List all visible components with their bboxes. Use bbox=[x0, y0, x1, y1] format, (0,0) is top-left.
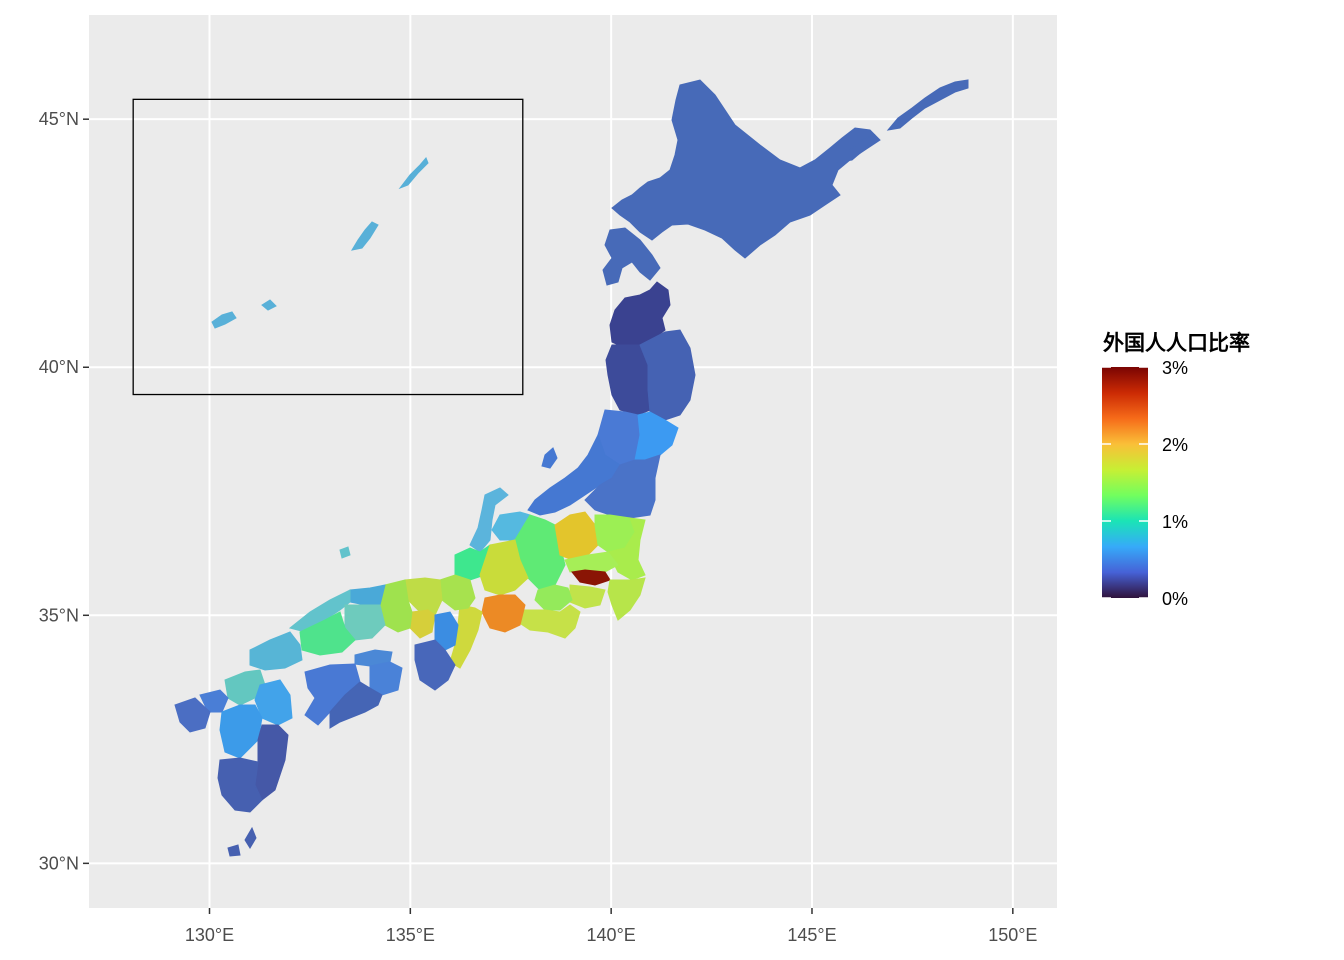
region-fukushima bbox=[584, 454, 661, 519]
region-kanagawa bbox=[569, 584, 606, 609]
region-nagasaki bbox=[174, 697, 211, 733]
region-hokkaido bbox=[611, 79, 881, 259]
x-axis: 130°E 135°E 140°E 145°E 150°E bbox=[185, 908, 1037, 945]
region-hokkaido-kurile2 bbox=[836, 133, 876, 163]
region-wakayama bbox=[414, 639, 456, 691]
prefecture-regions bbox=[174, 79, 969, 857]
legend-label: 1% bbox=[1162, 512, 1188, 532]
region-aichi bbox=[481, 594, 526, 633]
legend-label: 0% bbox=[1162, 589, 1188, 609]
region-kagoshima-yakushima bbox=[227, 844, 241, 857]
region-yamanashi bbox=[534, 584, 573, 611]
legend: 外国人人口比率 0% 1% 2% 3% bbox=[1102, 331, 1250, 609]
region-oita bbox=[254, 679, 293, 726]
x-tick-label: 145°E bbox=[787, 925, 836, 945]
region-miyagi bbox=[634, 411, 679, 461]
region-kochi bbox=[329, 681, 383, 729]
region-aomori bbox=[609, 281, 671, 349]
region-iwate bbox=[639, 329, 696, 421]
region-kagoshima bbox=[217, 757, 263, 813]
plot-panel bbox=[89, 15, 1057, 908]
region-okinawa-yaeyama bbox=[211, 311, 237, 329]
region-shizuoka bbox=[517, 604, 581, 639]
y-tick-label: 45°N bbox=[39, 109, 79, 129]
region-ishikawa bbox=[469, 487, 509, 553]
region-shimane-oki bbox=[339, 546, 351, 559]
region-yamaguchi bbox=[249, 631, 303, 671]
region-okinawa-main bbox=[350, 221, 379, 251]
region-hokkaido-south bbox=[602, 227, 661, 286]
region-tokushima bbox=[369, 661, 403, 696]
region-shiga bbox=[439, 574, 476, 611]
x-tick-label: 135°E bbox=[386, 925, 435, 945]
region-chiba bbox=[607, 577, 646, 621]
legend-label: 3% bbox=[1162, 358, 1188, 378]
region-okinawa-miyako bbox=[261, 299, 277, 311]
legend-title: 外国人人口比率 bbox=[1103, 331, 1250, 355]
region-hokkaido-kurile bbox=[886, 79, 969, 131]
legend-colorbar bbox=[1102, 367, 1148, 598]
region-gifu bbox=[479, 539, 529, 596]
x-tick-label: 150°E bbox=[988, 925, 1037, 945]
x-tick-label: 130°E bbox=[185, 925, 234, 945]
region-niigata-sado bbox=[541, 447, 558, 469]
legend-label: 2% bbox=[1162, 435, 1188, 455]
region-okinawa-north bbox=[398, 157, 429, 190]
y-tick-label: 40°N bbox=[39, 357, 79, 377]
y-tick-label: 30°N bbox=[39, 853, 79, 873]
y-axis: 30°N 35°N 40°N 45°N bbox=[39, 109, 89, 873]
region-hiroshima bbox=[299, 611, 356, 656]
x-tick-label: 140°E bbox=[587, 925, 636, 945]
region-kagoshima-tanegashima bbox=[244, 826, 257, 849]
okinawa-inset-frame bbox=[132, 98, 524, 396]
y-tick-label: 35°N bbox=[39, 605, 79, 625]
region-kyoto bbox=[404, 577, 443, 616]
